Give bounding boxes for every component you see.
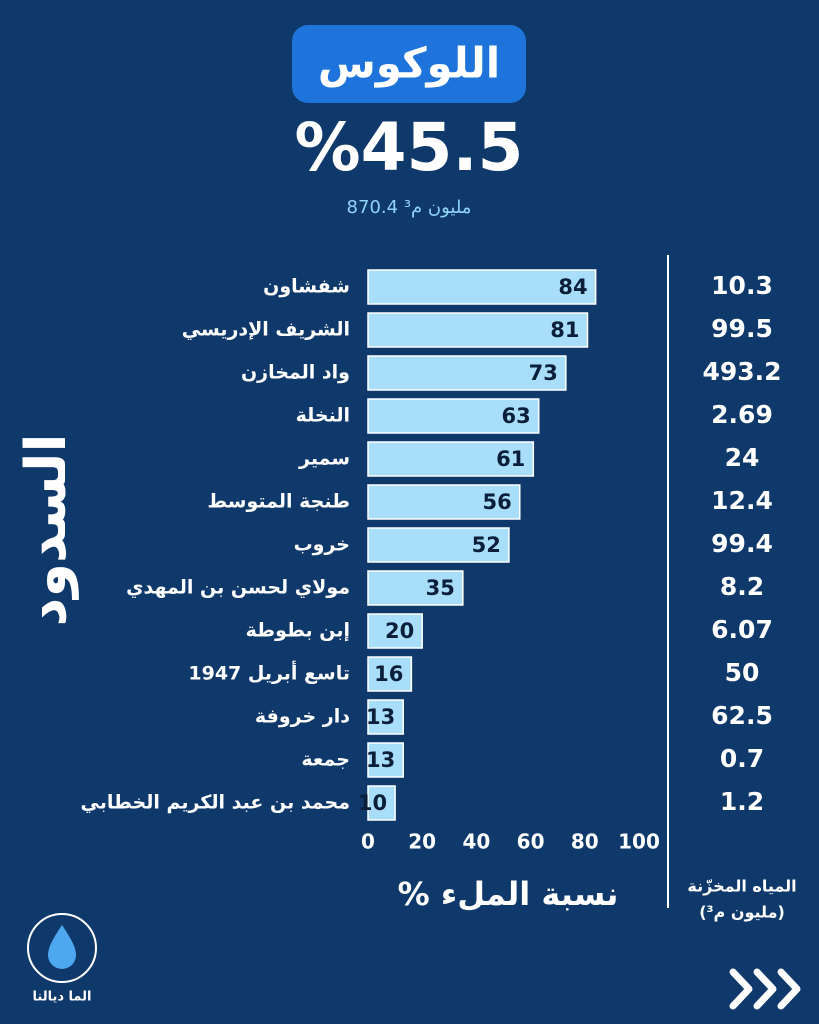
data-label: 63 <box>501 404 530 428</box>
storage-value: 50 <box>725 658 760 687</box>
data-label: 10 <box>358 791 387 815</box>
bar <box>367 570 464 606</box>
title-pill <box>292 25 526 103</box>
data-label: 16 <box>374 662 403 686</box>
bar <box>367 441 535 477</box>
chevron <box>753 968 777 1010</box>
bar <box>367 613 423 649</box>
category-label: شفشاون <box>263 276 350 298</box>
next-arrows[interactable] <box>729 968 801 1010</box>
category-label: واد المخازن <box>241 362 350 384</box>
x-axis-label: نسبة الملء % <box>398 875 619 913</box>
category-label: مولاي لحسن بن المهدي <box>126 577 350 600</box>
bar <box>367 484 521 520</box>
storage-header: المياه المخزّنة <box>687 877 796 896</box>
storage-value: 8.2 <box>720 572 764 601</box>
bar <box>367 656 413 692</box>
x-tick-label: 80 <box>571 830 599 854</box>
storage-value: 24 <box>725 443 760 472</box>
category-label: دار خروفة <box>255 706 350 728</box>
data-label: 20 <box>385 619 414 643</box>
data-label: 52 <box>472 533 501 557</box>
category-label: خروب <box>294 534 350 556</box>
bar <box>367 269 597 305</box>
data-label: 73 <box>529 361 558 385</box>
data-label: 13 <box>366 705 395 729</box>
category-label: إبن بطوطة <box>246 620 350 642</box>
x-tick-label: 0 <box>361 830 375 854</box>
category-label: طنجة المتوسط <box>207 491 350 513</box>
x-tick-label: 100 <box>618 830 660 854</box>
category-label: تاسع أبريل 1947 <box>188 661 350 685</box>
x-tick-label: 60 <box>517 830 545 854</box>
storage-unit: (مليون م³) <box>699 903 785 922</box>
logo: الما ديالنا <box>27 913 97 1005</box>
y-axis-label: السدود <box>14 433 79 626</box>
chart-title: اللوكوس <box>318 39 500 89</box>
headline: %45.5 <box>295 109 524 186</box>
bar <box>367 785 396 821</box>
storage-value: 2.69 <box>711 400 773 429</box>
storage-value: 99.4 <box>711 529 773 558</box>
storage-value: 0.7 <box>720 744 764 773</box>
chevron <box>729 968 753 1010</box>
storage-value: 62.5 <box>711 701 773 730</box>
bar <box>367 312 589 348</box>
data-label: 84 <box>558 275 587 299</box>
category-label: محمد بن عبد الكريم الخطابي <box>81 792 350 814</box>
bar <box>367 699 404 735</box>
storage-value: 493.2 <box>702 357 781 386</box>
x-tick-label: 20 <box>408 830 436 854</box>
data-label: 13 <box>366 748 395 772</box>
storage-value: 99.5 <box>711 314 773 343</box>
chevron <box>777 968 801 1010</box>
data-label: 61 <box>496 447 525 471</box>
bar <box>367 527 510 563</box>
data-label: 81 <box>550 318 579 342</box>
storage-value: 12.4 <box>711 486 773 515</box>
logo-drop <box>48 925 76 969</box>
logo-ring <box>27 913 97 983</box>
data-label: 35 <box>426 576 455 600</box>
category-label: النخلة <box>296 405 350 427</box>
category-label: الشريف الإدريسي <box>182 319 350 341</box>
subtitle: 870.4 مليون م³ <box>347 197 472 218</box>
category-label: سمير <box>298 448 350 470</box>
brand: الما ديالنا <box>33 990 92 1005</box>
storage-value: 1.2 <box>720 787 764 816</box>
data-label: 56 <box>483 490 512 514</box>
bar <box>367 742 404 778</box>
bar <box>367 398 540 434</box>
storage-value: 10.3 <box>711 271 773 300</box>
bar <box>367 355 567 391</box>
category-label: جمعة <box>301 749 350 771</box>
storage-value: 6.07 <box>711 615 773 644</box>
x-tick-label: 40 <box>462 830 490 854</box>
